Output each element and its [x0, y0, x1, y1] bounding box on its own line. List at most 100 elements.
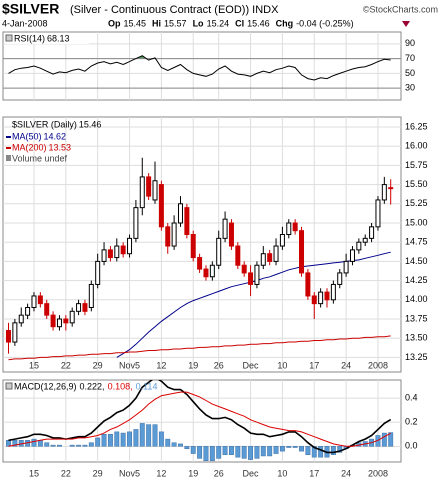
histogram-bar [292, 446, 298, 448]
histogram-bar [171, 442, 177, 447]
y-tick-label: 13.50 [405, 333, 428, 343]
y-tick-label: 15.25 [405, 198, 428, 208]
candle-body [190, 234, 196, 259]
x-tick-label: 17 [309, 360, 319, 370]
histogram-bar [222, 446, 228, 456]
y-tick-label: 0.2 [405, 417, 418, 427]
histogram-bar [165, 438, 171, 447]
histogram-bar [158, 431, 164, 447]
histogram-bar [184, 446, 190, 449]
legend-value: 0.114 [136, 381, 158, 391]
candle-body [235, 245, 241, 266]
histogram-bar [241, 446, 247, 459]
candle-body [152, 180, 158, 201]
candle-body [248, 272, 254, 285]
x-tick-label: 26 [214, 468, 224, 478]
x-tick-label: 10 [277, 360, 287, 370]
histogram-bar [311, 446, 317, 458]
quote-label: Cl [235, 18, 244, 28]
candle-body [305, 272, 311, 297]
histogram-bar [57, 444, 62, 447]
y-tick-label: 15.50 [405, 179, 428, 189]
candle-body [362, 237, 368, 243]
y-tick-label: 13.25 [405, 352, 428, 362]
candle-body [260, 253, 266, 266]
x-tick-label: 24 [341, 360, 351, 370]
histogram-bar [50, 444, 56, 447]
x-tick-label: 15 [29, 468, 39, 478]
x-tick-label: 26 [214, 360, 224, 370]
histogram-bar [260, 446, 266, 457]
y-tick-label: 15.00 [405, 217, 428, 227]
panel-frame [2, 116, 402, 373]
candle-body [95, 260, 101, 285]
histogram-bar [203, 446, 209, 462]
quote-value: 15.24 [207, 18, 230, 28]
candle-body [82, 303, 88, 312]
x-tick-label: 22 [61, 468, 71, 478]
histogram-bar [120, 432, 126, 447]
y-tick-label: 70 [405, 53, 415, 63]
histogram-bar [209, 446, 215, 462]
legend-name: MACD(12,26,9) [14, 381, 77, 391]
candle-body [228, 222, 234, 247]
legend-value: 0.222, [80, 381, 105, 391]
histogram-bar [197, 446, 203, 459]
line [8, 391, 391, 447]
histogram-bar [31, 438, 37, 447]
candle-body [88, 283, 94, 308]
x-tick-label: Dec [243, 468, 260, 478]
histogram-bar [235, 446, 241, 458]
candle-body [279, 234, 285, 247]
histogram-bar [95, 437, 101, 447]
x-tick-label: Nov5 [119, 468, 140, 478]
histogram-bar [107, 434, 113, 447]
candle-body [171, 222, 177, 247]
legend-name: MA(50) [12, 131, 42, 141]
histogram-bar [82, 444, 88, 447]
histogram-bar [44, 442, 50, 447]
legend-name: MA(200) [12, 142, 47, 152]
x-tick-label: 19 [188, 468, 198, 478]
candle-body [133, 207, 139, 239]
candle-body [349, 249, 355, 262]
quote-value: 15.46 [247, 18, 270, 28]
candle-body [25, 306, 31, 316]
candle-body [63, 318, 69, 324]
candle-body [254, 264, 260, 285]
candle-body [76, 303, 82, 312]
x-tick-label: 10 [277, 468, 287, 478]
histogram-bar [216, 446, 222, 459]
candle-body [311, 295, 317, 305]
quote-label: Lo [193, 18, 204, 28]
candle-body [330, 283, 336, 301]
histogram-bar [178, 443, 183, 447]
candle-body [241, 264, 247, 274]
y-tick-label: 14.00 [405, 294, 428, 304]
legend-value: 14.62 [44, 131, 67, 141]
panel-frame [2, 379, 402, 463]
down-arrow [402, 21, 410, 27]
y-tick-label: 14.75 [405, 237, 428, 247]
histogram-bar [273, 446, 279, 454]
legend-name: $SILVER (Daily) [12, 119, 77, 129]
quote-value: 15.45 [124, 18, 147, 28]
histogram-bar [381, 432, 387, 447]
candle-body [197, 257, 203, 270]
histogram-bar [267, 446, 273, 457]
candle-body [273, 245, 279, 262]
histogram-bar [248, 446, 254, 460]
histogram-bar [139, 423, 145, 447]
x-tick-label: 22 [61, 360, 71, 370]
quote-label: Hi [152, 18, 161, 28]
y-tick-label: 15.75 [405, 160, 428, 170]
x-tick-label: Dec [243, 360, 260, 370]
histogram-bar [299, 446, 304, 452]
histogram-bar [305, 446, 311, 456]
plot [6, 157, 394, 361]
candle-body [165, 226, 171, 247]
y-tick-label: 30 [405, 83, 415, 93]
y-tick-label: 50 [405, 68, 415, 78]
candle-body [203, 268, 209, 278]
histogram-bar [152, 424, 158, 447]
